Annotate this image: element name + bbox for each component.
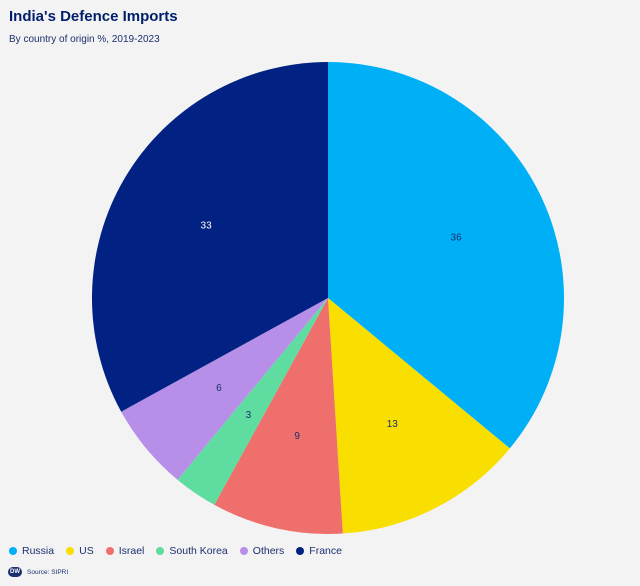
legend-swatch-icon — [239, 547, 248, 555]
pie-slice-france — [91, 62, 328, 412]
legend-item-us: US — [66, 545, 94, 557]
data-label-russia: 36 — [451, 232, 463, 243]
pie-slice-others — [121, 298, 328, 480]
data-label-france: 33 — [201, 221, 213, 232]
pie-slice-south-korea — [177, 298, 328, 505]
legend-item-russia: Russia — [9, 545, 54, 557]
legend-swatch-icon — [9, 547, 17, 555]
legend-label: South Korea — [169, 545, 228, 557]
legend-item-others: Others — [239, 545, 285, 557]
data-label-others: 6 — [216, 383, 222, 394]
chart-footer: DW Source: SIPRI — [8, 567, 68, 577]
source-note: Source: SIPRI — [27, 568, 69, 576]
legend-label: Russia — [22, 545, 55, 557]
legend-label: France — [309, 545, 342, 557]
legend-label: Others — [252, 545, 285, 557]
pie-slice-israel — [214, 298, 343, 534]
chart-title: India's Defence Imports — [9, 8, 178, 25]
data-label-south-korea: 3 — [246, 410, 252, 421]
data-label-us: 13 — [387, 419, 399, 430]
legend-label: US — [79, 545, 94, 557]
data-label-israel: 9 — [294, 431, 300, 442]
legend-swatch-icon — [156, 547, 165, 555]
legend-item-france: France — [296, 545, 342, 557]
legend-swatch-icon — [66, 547, 75, 555]
pie-slice-us — [328, 298, 510, 534]
legend-label: Israel — [118, 545, 145, 557]
legend-swatch-icon — [296, 547, 305, 555]
dw-logo-icon: DW — [8, 567, 22, 577]
legend-item-south-korea: South Korea — [156, 545, 228, 557]
legend-swatch-icon — [105, 547, 114, 555]
legend-item-israel: Israel — [105, 545, 145, 557]
chart-subtitle: By country of origin %, 2019-2023 — [9, 34, 160, 45]
pie-slice-russia — [328, 62, 564, 449]
chart-legend: Russia US Israel South Korea Others France — [9, 545, 354, 557]
